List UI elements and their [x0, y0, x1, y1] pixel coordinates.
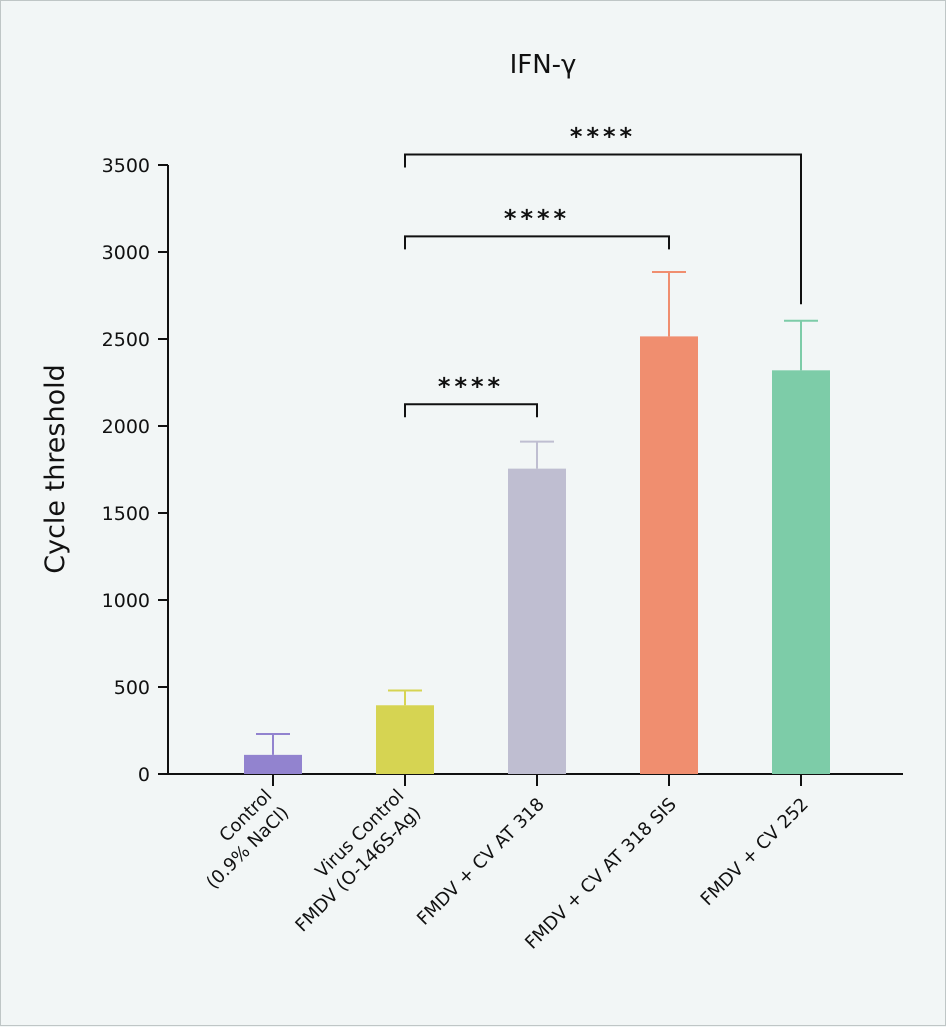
- y-tick-label: 1500: [102, 503, 150, 525]
- significance-label: ****: [504, 204, 570, 232]
- significance-brackets: **** **** ****: [404, 123, 802, 418]
- significance-bracket: [404, 403, 538, 418]
- y-tick-label: 3000: [102, 242, 150, 264]
- y-tick-label: 500: [114, 677, 150, 699]
- chart-title: IFN-γ: [510, 50, 577, 80]
- y-tick-label: 2000: [102, 416, 150, 438]
- y-tick-label: 1000: [102, 590, 150, 612]
- y-axis-label: Cycle threshold: [40, 364, 71, 574]
- error-bars: [256, 271, 818, 786]
- y-tick-label: 0: [138, 764, 150, 786]
- bar: [640, 336, 698, 774]
- x-tick-label: FMDV + CV AT 318: [413, 794, 549, 930]
- bar: [772, 370, 830, 774]
- y-tick-label: 2500: [102, 329, 150, 351]
- x-tick-label-line: FMDV + CV AT 318 SIS: [521, 794, 681, 954]
- bar: [376, 705, 434, 774]
- bar: [244, 754, 302, 774]
- significance-label: ****: [438, 372, 504, 400]
- x-tick-label: Control(0.9% NaCl): [185, 785, 293, 893]
- y-ticks: 0 500 1000 1500 2000 2500 3000 3500: [102, 155, 168, 786]
- x-tick-label-line: FMDV + CV 252: [697, 794, 813, 910]
- y-tick-label: 3500: [102, 155, 150, 177]
- x-tick-label: Virus ControlFMDV (O-146S-Ag): [274, 785, 425, 936]
- significance-bracket: [404, 153, 802, 305]
- bar: [508, 468, 566, 774]
- x-tick-label-line: FMDV + CV AT 318: [413, 794, 549, 930]
- significance-bracket: [404, 235, 670, 250]
- x-tick-label: FMDV + CV 252: [697, 794, 813, 910]
- bars: [244, 336, 830, 774]
- x-tick-label: FMDV + CV AT 318 SIS: [521, 794, 681, 954]
- category-labels: Control(0.9% NaCl) Virus ControlFMDV (O-1…: [185, 785, 813, 954]
- significance-label: ****: [570, 123, 636, 151]
